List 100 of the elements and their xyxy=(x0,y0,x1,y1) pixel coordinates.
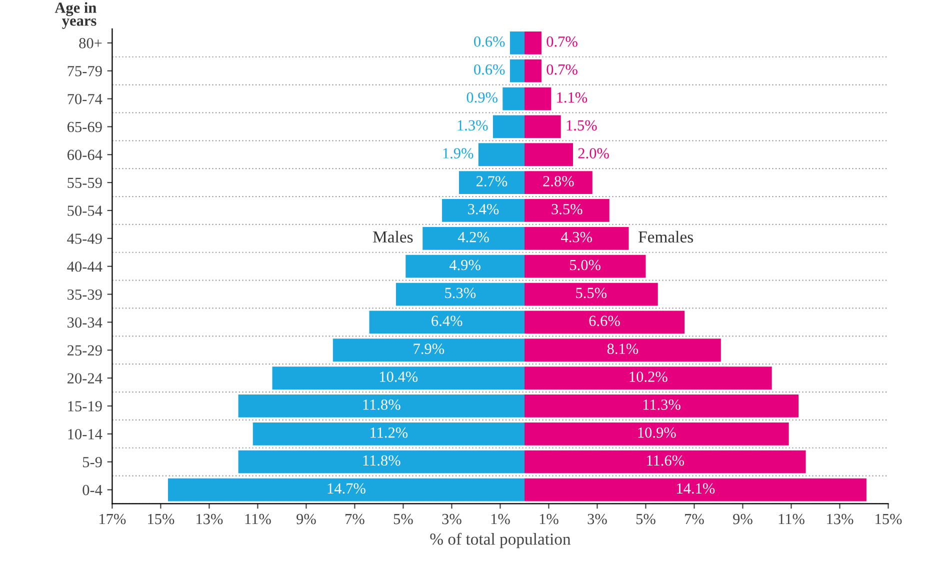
bar xyxy=(524,282,658,306)
bar xyxy=(524,450,806,474)
y-tick-label: 75-79 xyxy=(68,66,102,76)
x-tick-label: 13% xyxy=(196,514,223,524)
bar xyxy=(396,282,524,306)
x-tick-label: 7% xyxy=(685,514,704,524)
bar xyxy=(524,226,629,250)
y-tick-label: 70-74 xyxy=(68,94,102,104)
bar xyxy=(524,199,610,222)
x-tick-label: 11% xyxy=(245,514,271,524)
data-label: 11.8% xyxy=(363,455,400,466)
data-label: 10.4% xyxy=(380,372,418,382)
data-label: 4.9% xyxy=(449,260,480,270)
data-label: 3.4% xyxy=(468,204,499,214)
x-tick-label: 17% xyxy=(100,514,126,524)
x-tick-label: 9% xyxy=(733,514,752,524)
x-tick-label: 11% xyxy=(778,514,804,524)
bar xyxy=(252,422,524,446)
x-tick-label: 7% xyxy=(346,514,364,524)
data-label: 14.1% xyxy=(677,483,715,494)
bar xyxy=(524,366,772,390)
data-label: 6.4% xyxy=(432,316,462,326)
y-tick-label: 40-44 xyxy=(67,261,102,272)
bar xyxy=(442,199,524,222)
x-tick-label: 1% xyxy=(491,514,510,524)
data-label: 5.3% xyxy=(445,288,476,298)
data-label: 11.3% xyxy=(643,399,680,410)
bar xyxy=(502,87,524,110)
data-label: 1.3% xyxy=(458,120,488,131)
y-axis-title: Age in years xyxy=(54,2,96,29)
data-label: 14.7% xyxy=(328,483,366,494)
data-label: 1.1% xyxy=(557,92,588,103)
data-label: 11.2% xyxy=(370,427,408,438)
bar xyxy=(238,450,524,474)
bar xyxy=(524,478,866,502)
y-tick-label: 65-69 xyxy=(67,122,102,132)
y-tick-label: 55-59 xyxy=(68,178,102,188)
x-tick-label: 5% xyxy=(636,514,656,524)
x-tick-label: 15% xyxy=(148,514,174,524)
data-label: 8.1% xyxy=(607,344,638,354)
y-tick-label: 80+ xyxy=(79,38,102,48)
bar xyxy=(422,226,524,250)
data-label: 1.9% xyxy=(443,148,474,159)
data-label: 2.7% xyxy=(476,176,508,186)
x-tick-label: 3% xyxy=(588,514,607,524)
bar xyxy=(478,143,524,166)
bar xyxy=(524,59,542,82)
y-tick-label: 5-9 xyxy=(83,457,102,468)
x-tick-label: 15% xyxy=(876,514,902,524)
bar xyxy=(524,115,561,138)
x-tick-label: 5% xyxy=(394,514,413,524)
y-tick-label: 50-54 xyxy=(68,206,102,216)
data-label: 0.6% xyxy=(474,64,505,75)
bar xyxy=(524,87,552,110)
bar xyxy=(492,115,524,138)
y-tick-label: 0-4 xyxy=(82,484,102,496)
x-tick-label: 13% xyxy=(827,514,854,524)
bar xyxy=(272,366,524,390)
bar xyxy=(524,171,592,194)
y-tick-label: 45-49 xyxy=(67,234,102,244)
x-axis-title: % of total population xyxy=(430,532,571,548)
bar xyxy=(510,31,524,54)
y-tick-label: 60-64 xyxy=(67,150,102,160)
series-label: Females xyxy=(638,230,694,243)
bar xyxy=(524,394,799,418)
x-tick-label: 1% xyxy=(540,514,558,524)
bar xyxy=(524,143,573,166)
x-tick-label: 3% xyxy=(442,514,462,524)
bar xyxy=(332,338,524,362)
data-label: 11.6% xyxy=(647,455,684,466)
y-tick-label: 20-24 xyxy=(68,373,102,384)
data-label: 11.8% xyxy=(363,399,400,410)
data-label: 5.0% xyxy=(570,260,600,270)
y-tick-label: 25-29 xyxy=(68,345,102,356)
bar xyxy=(406,254,524,278)
data-label: 4.2% xyxy=(458,232,489,242)
bar xyxy=(369,310,524,334)
bar xyxy=(524,422,789,446)
data-label: 0.9% xyxy=(466,92,498,103)
data-label: 6.6% xyxy=(589,316,620,326)
y-tick-label: 15-19 xyxy=(68,401,102,412)
bar xyxy=(524,254,646,278)
bar xyxy=(510,59,524,82)
x-tick-label: 9% xyxy=(296,514,316,524)
data-label: 10.9% xyxy=(638,427,676,438)
data-label: 4.3% xyxy=(561,232,592,242)
series-label: Males xyxy=(373,230,413,243)
data-label: 10.2% xyxy=(630,372,668,382)
y-tick-label: 35-39 xyxy=(68,289,102,300)
bar xyxy=(524,31,542,54)
data-label: 1.5% xyxy=(566,120,597,131)
bar xyxy=(458,171,524,194)
bar xyxy=(524,338,721,362)
data-label: 2.0% xyxy=(578,148,609,159)
data-label: 2.8% xyxy=(543,176,574,186)
y-tick-label: 10-14 xyxy=(68,429,102,440)
data-label: 0.7% xyxy=(546,36,578,47)
data-label: 0.7% xyxy=(546,64,578,75)
bar xyxy=(238,394,524,418)
y-tick-label: 30-34 xyxy=(68,317,102,328)
